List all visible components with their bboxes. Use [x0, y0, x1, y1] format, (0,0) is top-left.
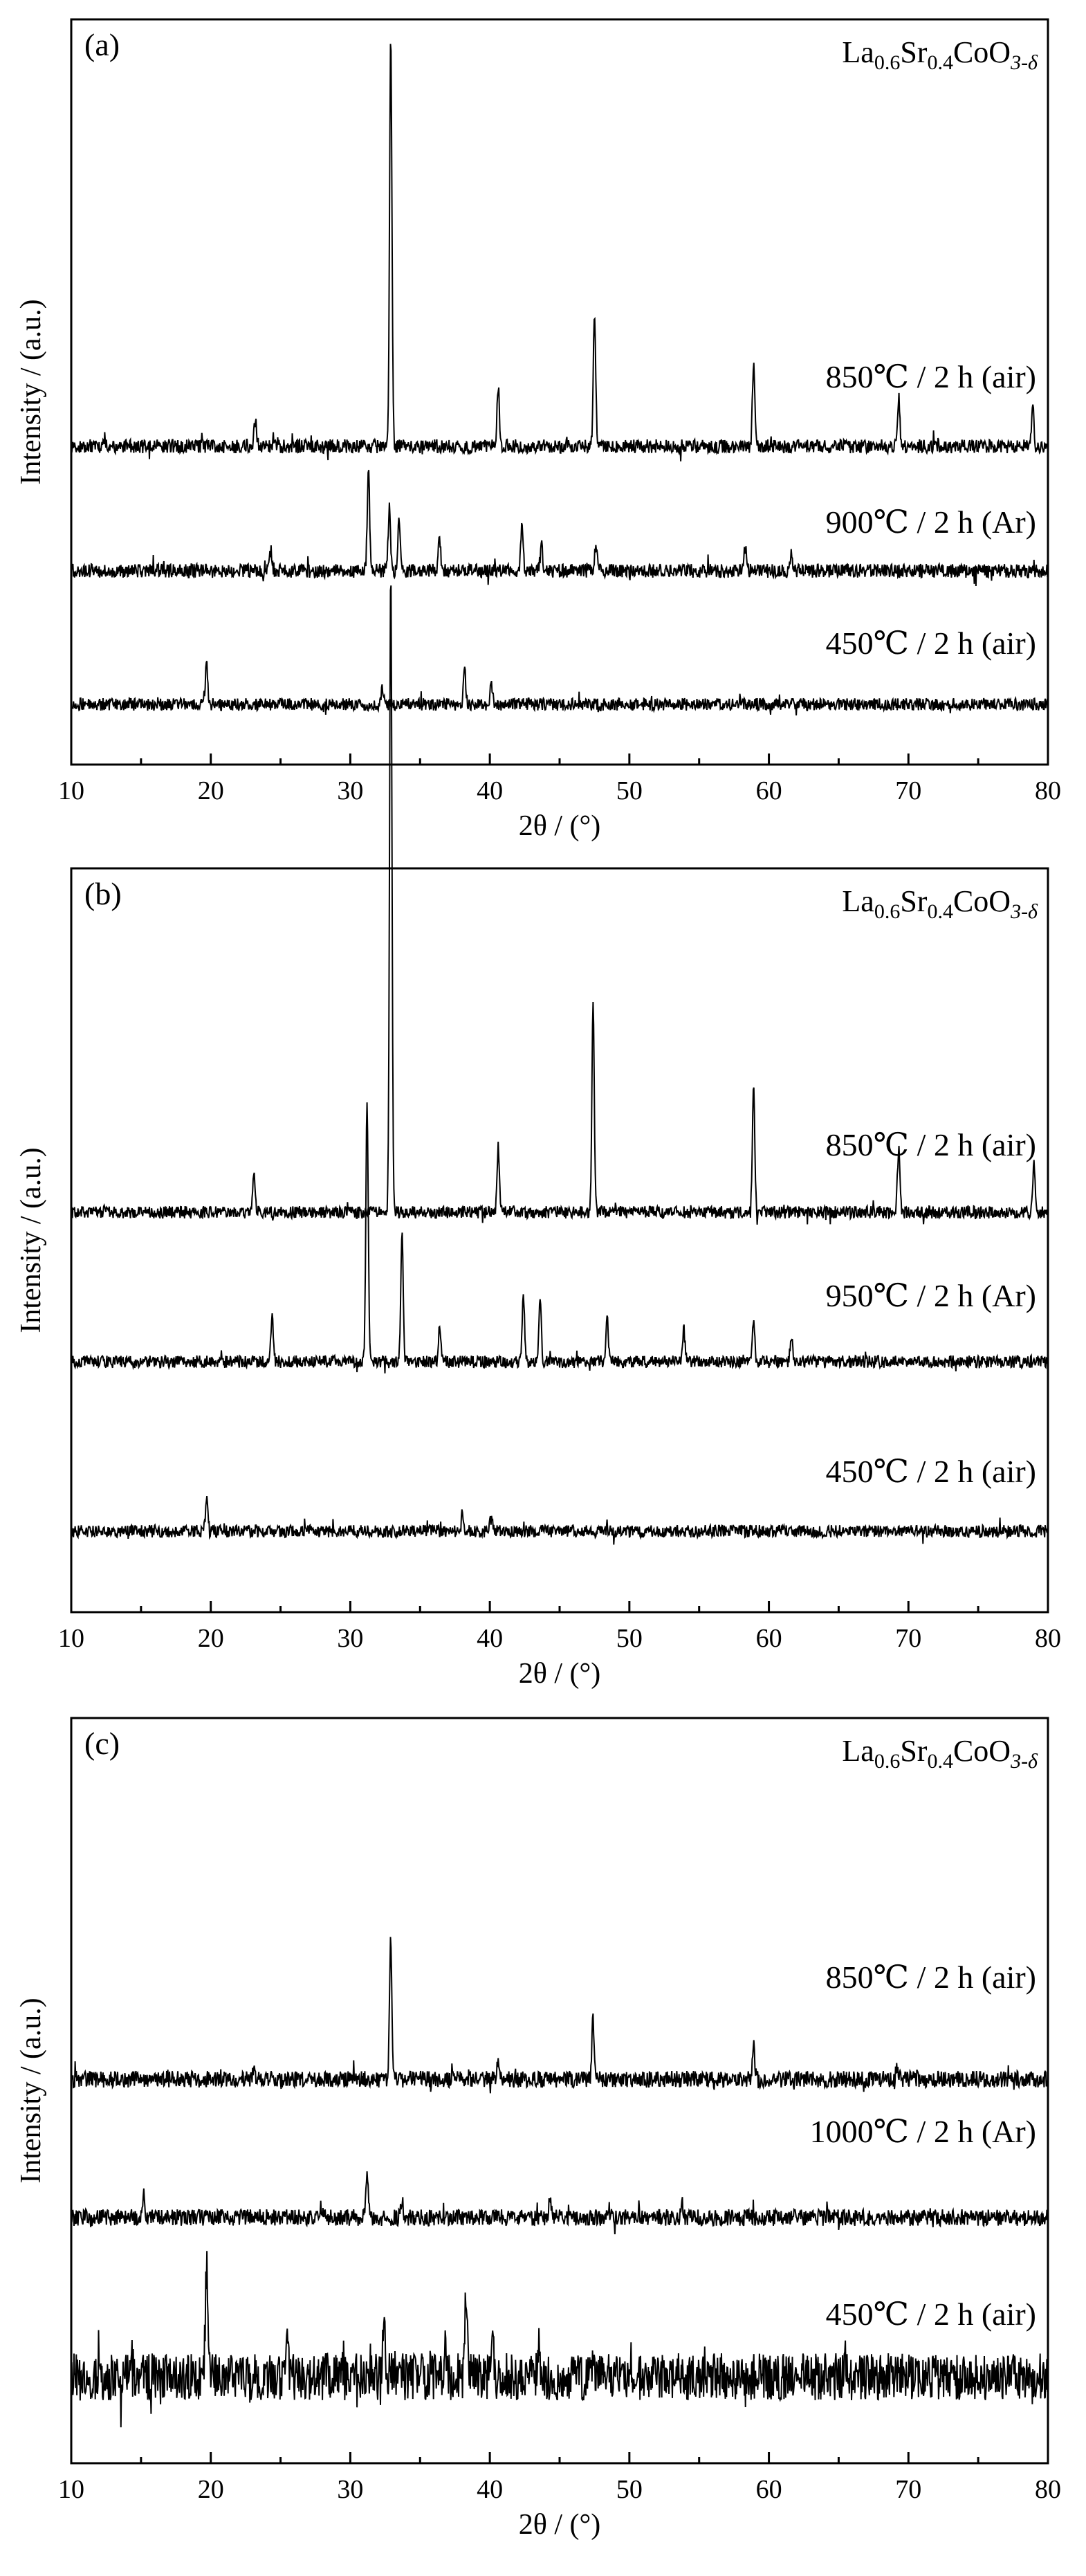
x-tick-label: 10 — [58, 1624, 84, 1653]
y-axis-label: Intensity / (a.u.) — [15, 299, 47, 484]
x-tick-label: 20 — [198, 1624, 224, 1653]
x-tick-label: 50 — [616, 776, 643, 805]
series-trace-2 — [71, 1102, 1049, 1373]
panel-label: (c) — [84, 1726, 120, 1761]
x-tick-label: 70 — [895, 1624, 921, 1653]
x-tick-label: 30 — [337, 776, 363, 805]
y-axis-label: Intensity / (a.u.) — [15, 1147, 47, 1333]
y-axis-label: Intensity / (a.u.) — [15, 1998, 47, 2183]
series-label-1: 850℃ / 2 h (air) — [826, 1127, 1036, 1162]
x-tick-label: 10 — [58, 776, 84, 805]
series-trace-1 — [71, 44, 1049, 462]
x-tick-label: 20 — [198, 2475, 224, 2504]
x-axis-label: 2θ / (°) — [519, 1658, 601, 1690]
series-label-2: 900℃ / 2 h (Ar) — [826, 504, 1036, 540]
chart-title: La0.6Sr0.4CoO3-δ — [842, 1734, 1038, 1773]
plot-frame — [70, 867, 1049, 1614]
x-tick-label: 60 — [756, 1624, 782, 1653]
series-label-1: 850℃ / 2 h (air) — [826, 359, 1036, 394]
series-label-2: 1000℃ / 2 h (Ar) — [810, 2114, 1036, 2149]
series-trace-3 — [71, 1495, 1049, 1545]
x-tick-label: 40 — [477, 776, 503, 805]
series-trace-3 — [71, 2251, 1049, 2428]
x-tick-label: 70 — [895, 776, 921, 805]
plot-frame — [70, 1717, 1049, 2465]
series-label-3: 450℃ / 2 h (air) — [826, 2296, 1036, 2332]
x-tick-label: 40 — [477, 1624, 503, 1653]
series-trace-2 — [71, 2171, 1049, 2235]
series-trace-2 — [71, 470, 1049, 587]
x-tick-label: 80 — [1035, 1624, 1061, 1653]
x-tick-label: 70 — [895, 2475, 921, 2504]
series-label-1: 850℃ / 2 h (air) — [826, 1960, 1036, 1995]
x-tick-label: 80 — [1035, 776, 1061, 805]
panel-label: (a) — [84, 27, 120, 62]
x-tick-label: 30 — [337, 1624, 363, 1653]
series-trace-1 — [71, 1937, 1049, 2094]
series-trace-3 — [71, 661, 1049, 715]
x-tick-label: 60 — [756, 776, 782, 805]
x-tick-label: 50 — [616, 1624, 643, 1653]
series-label-3: 450℃ / 2 h (air) — [826, 1454, 1036, 1489]
chart-title: La0.6Sr0.4CoO3-δ — [842, 35, 1038, 74]
series-label-3: 450℃ / 2 h (air) — [826, 625, 1036, 661]
chart-panel-a: 850℃ / 2 h (air) 900℃ / 2 h (Ar) 450℃ / 2 … — [15, 18, 1061, 842]
panel-label: (b) — [84, 876, 122, 911]
series-label-2: 950℃ / 2 h (Ar) — [826, 1278, 1036, 1313]
x-tick-label: 40 — [477, 2475, 503, 2504]
x-tick-label: 60 — [756, 2475, 782, 2504]
series-trace-1 — [71, 585, 1049, 1225]
chart-panel-c: 850℃ / 2 h (air) 1000℃ / 2 h (Ar) 450℃ / 2… — [15, 1717, 1061, 2541]
chart-title: La0.6Sr0.4CoO3-δ — [842, 884, 1038, 923]
x-tick-label: 20 — [198, 776, 224, 805]
x-axis-label: 2θ / (°) — [519, 2509, 601, 2541]
x-tick-label: 80 — [1035, 2475, 1061, 2504]
x-axis-label: 2θ / (°) — [519, 810, 601, 842]
x-tick-label: 10 — [58, 2475, 84, 2504]
chart-panel-b: 850℃ / 2 h (air) 950℃ / 2 h (Ar) 450℃ / 2 … — [15, 585, 1061, 1690]
x-tick-label: 30 — [337, 2475, 363, 2504]
x-tick-label: 50 — [616, 2475, 643, 2504]
